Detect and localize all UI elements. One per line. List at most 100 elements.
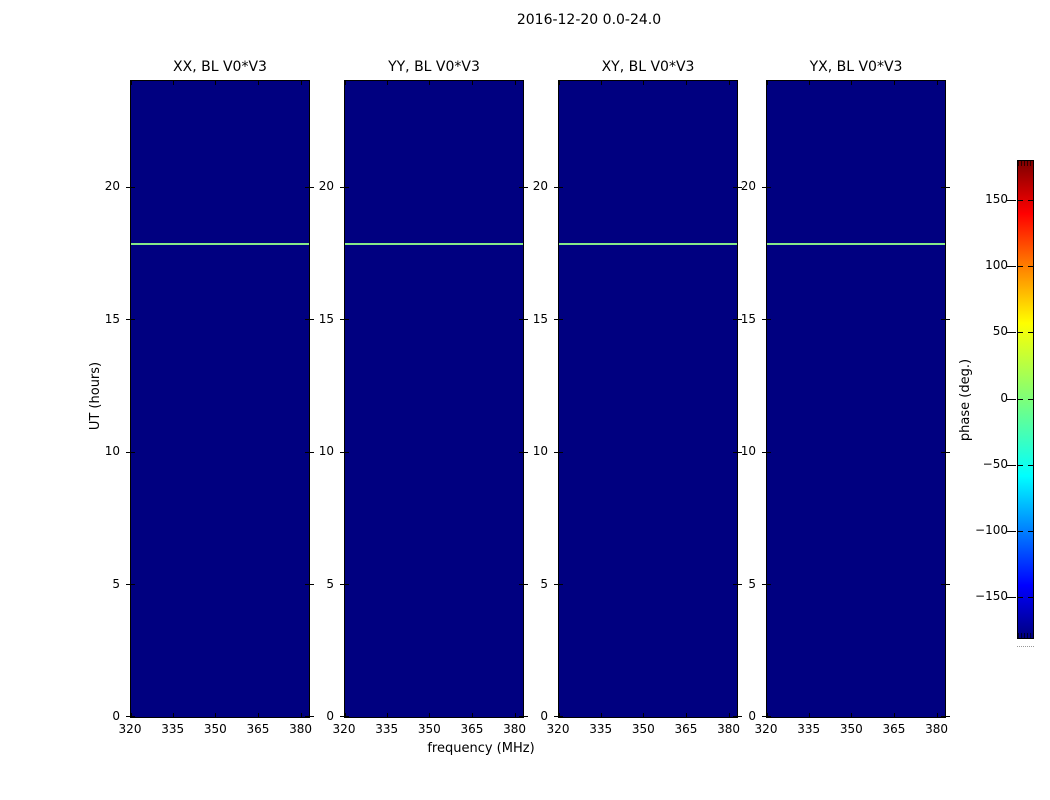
event-line: [559, 242, 737, 245]
y-tick-mark: [738, 716, 742, 717]
x-tick-label: 335: [589, 722, 613, 736]
x-tick-mark: [514, 81, 516, 85]
y-tick-mark: [524, 584, 528, 585]
x-tick-mark: [600, 81, 602, 85]
y-tick-mark: [305, 319, 309, 320]
colorbar-tick-mark: [1007, 398, 1016, 400]
y-tick-mark: [310, 716, 314, 717]
y-tick-mark: [554, 584, 558, 585]
x-tick-mark: [257, 81, 259, 85]
y-tick-mark: [310, 584, 314, 585]
colorbar-tick-mark: [1018, 398, 1023, 400]
y-tick-mark: [554, 451, 558, 453]
heatmap-yx: [762, 80, 950, 718]
y-tick-mark: [946, 451, 950, 453]
x-tick-label: 350: [203, 722, 227, 736]
y-tick-mark: [345, 584, 349, 585]
x-tick-mark: [471, 81, 473, 85]
y-tick-mark: [305, 584, 309, 585]
x-tick-label: 350: [417, 722, 441, 736]
y-tick-mark: [559, 584, 563, 585]
panel-title-xx: XX, BL V0*V3: [173, 59, 267, 75]
x-tick-mark: [767, 81, 768, 85]
x-tick-mark: [386, 81, 388, 85]
colorbar-tick-mark: [1028, 398, 1033, 400]
x-tick-mark: [300, 81, 302, 85]
heatmap-xy: [554, 80, 742, 718]
y-tick-mark: [340, 186, 344, 188]
x-tick-label: 365: [882, 722, 906, 736]
y-tick-label: 20: [318, 179, 334, 193]
y-tick-mark: [738, 319, 742, 320]
y-tick-mark: [767, 186, 771, 188]
y-tick-mark: [340, 319, 344, 320]
panel-xy: XY, BL V0*V3 320 335 350 365 380 0 5 10 15 20: [533, 59, 742, 759]
y-tick-label: 5: [540, 576, 548, 591]
colorbar-tick-mark: [1028, 531, 1033, 532]
colorbar-gradient: [1017, 160, 1034, 639]
y-tick-mark: [131, 584, 135, 585]
y-tick-mark: [767, 319, 771, 320]
colorbar-tick-mark: [1018, 464, 1023, 466]
x-tick-mark: [514, 713, 516, 717]
x-tick-label: 350: [631, 722, 655, 736]
y-tick-mark: [762, 584, 766, 585]
x-axis-label: frequency (MHz): [427, 741, 535, 756]
y-tick-label: 20: [740, 179, 756, 193]
x-tick-mark: [936, 81, 938, 85]
x-tick-label: 380: [503, 722, 527, 736]
y-tick-mark: [310, 186, 314, 188]
y-tick-mark: [941, 319, 945, 320]
x-tick-mark: [936, 713, 938, 717]
colorbar-dotted-line: [1017, 646, 1034, 647]
y-tick-label: 5: [112, 576, 120, 591]
y-tick-mark: [524, 451, 528, 453]
y-tick-label: 10: [740, 444, 756, 458]
y-tick-mark: [559, 451, 563, 453]
y-tick-mark: [131, 451, 135, 453]
heatmap-yy: [340, 80, 528, 718]
x-tick-mark: [257, 713, 259, 717]
y-tick-mark: [762, 319, 766, 320]
y-tick-mark: [524, 186, 528, 188]
x-tick-label: 335: [375, 722, 399, 736]
x-tick-mark: [215, 713, 217, 717]
y-tick-mark: [733, 716, 737, 717]
x-tick-label: 380: [925, 722, 949, 736]
y-tick-mark: [126, 584, 130, 585]
y-tick-mark: [126, 186, 130, 188]
y-tick-mark: [559, 186, 563, 188]
y-tick-mark: [946, 319, 950, 320]
y-tick-mark: [305, 186, 309, 188]
x-tick-mark: [559, 81, 560, 85]
x-tick-label: 365: [246, 722, 270, 736]
x-tick-mark: [643, 713, 645, 717]
x-tick-mark: [172, 81, 174, 85]
x-tick-mark: [728, 81, 730, 85]
y-tick-mark: [946, 584, 950, 585]
y-tick-mark: [941, 186, 945, 188]
y-tick-mark: [559, 319, 563, 320]
colorbar-tick-mark: [1007, 464, 1016, 466]
y-tick-mark: [519, 319, 523, 320]
x-tick-mark: [429, 81, 431, 85]
panel-title-yx: YX, BL V0*V3: [809, 59, 903, 75]
x-tick-label: 335: [797, 722, 821, 736]
y-tick-mark: [738, 451, 742, 453]
y-tick-mark: [310, 319, 314, 320]
colorbar-tick-mark: [1028, 199, 1033, 201]
y-tick-mark: [345, 319, 349, 320]
panel-title-xy: XY, BL V0*V3: [601, 59, 695, 75]
y-tick-mark: [310, 451, 314, 453]
y-tick-label: 10: [532, 444, 548, 458]
y-tick-mark: [305, 716, 309, 717]
y-tick-mark: [738, 584, 742, 585]
x-tick-mark: [345, 713, 346, 717]
y-tick-label: 0: [112, 709, 120, 723]
x-tick-mark: [728, 713, 730, 717]
colorbar-tick-mark: [1028, 332, 1033, 334]
y-tick-mark: [524, 716, 528, 717]
x-tick-mark: [685, 713, 687, 717]
y-tick-label: 10: [318, 444, 334, 458]
y-tick-mark: [733, 186, 737, 188]
